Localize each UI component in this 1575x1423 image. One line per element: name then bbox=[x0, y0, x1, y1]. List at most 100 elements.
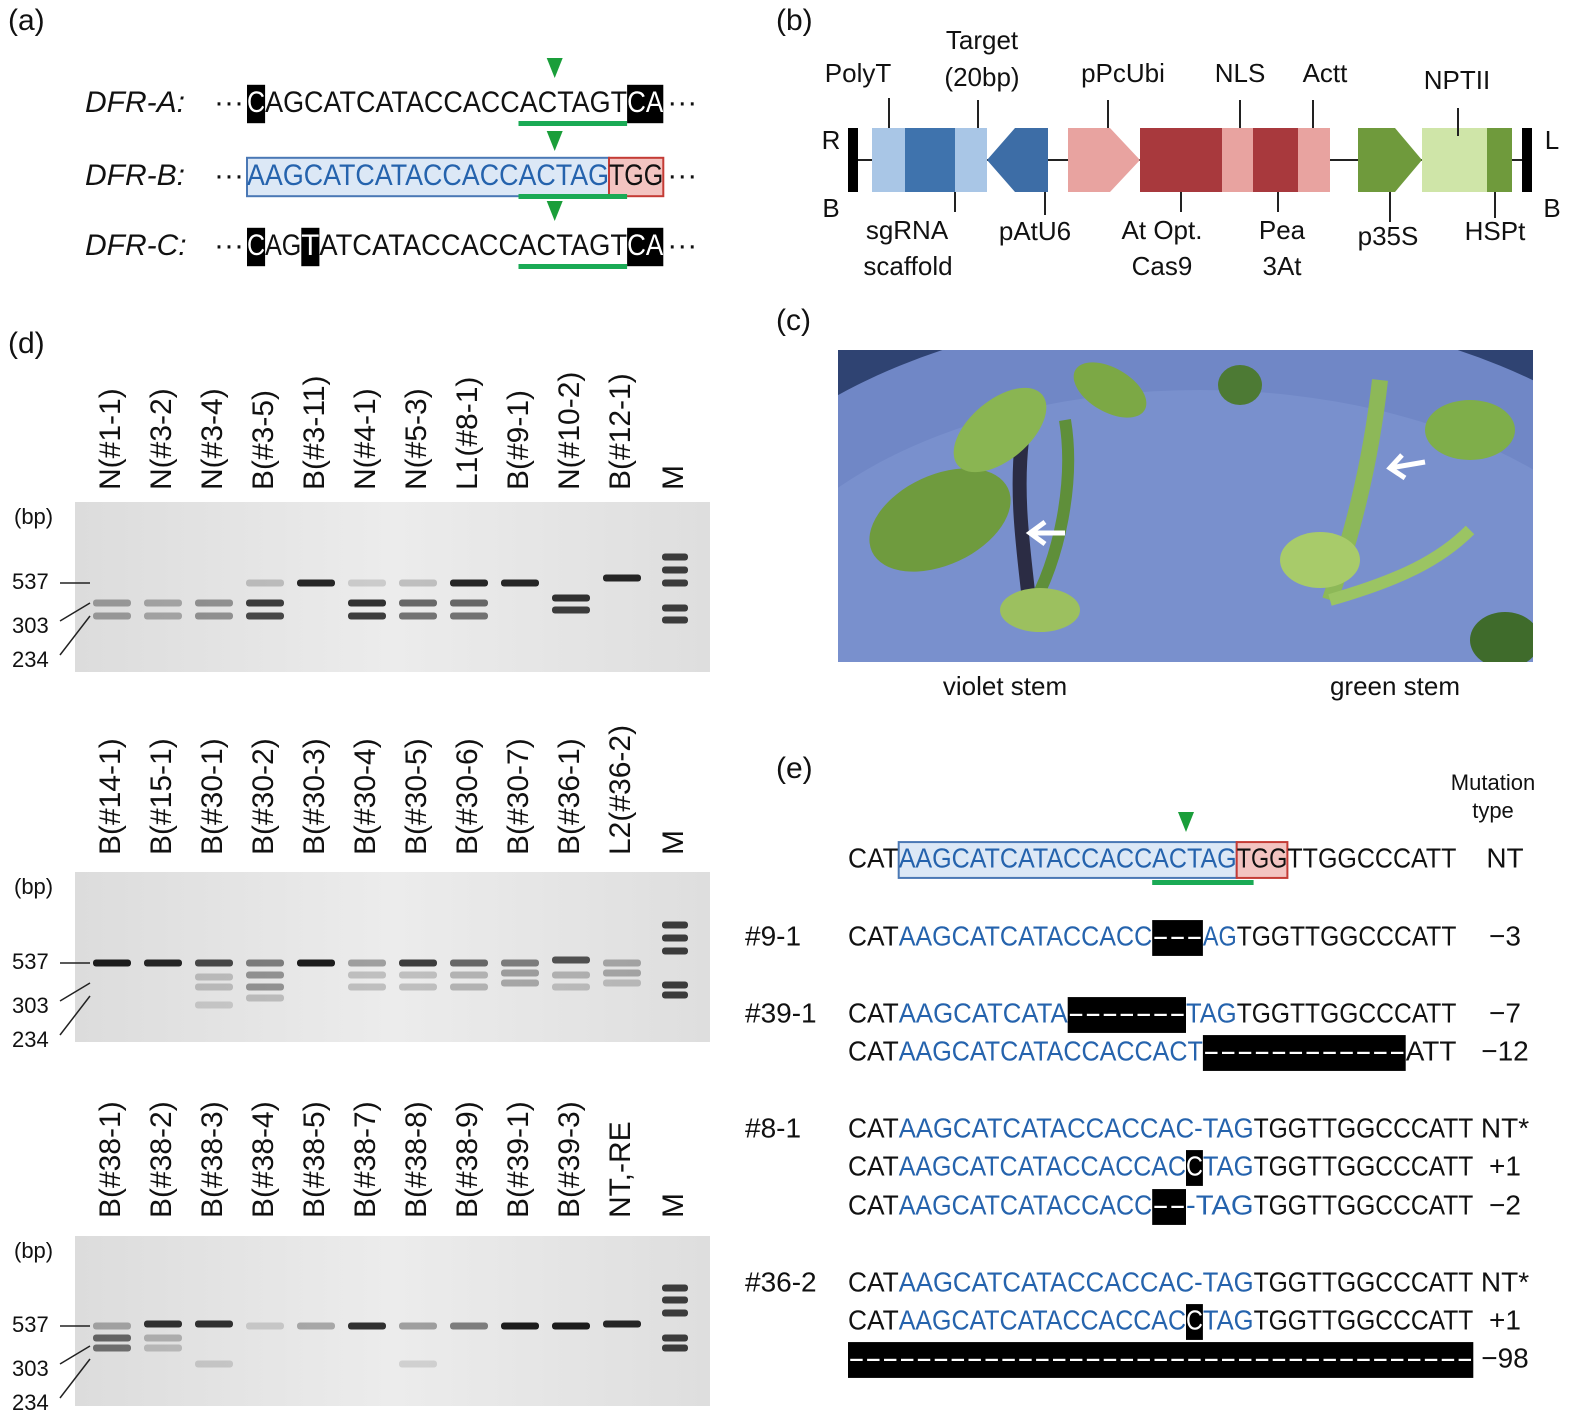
gel-band bbox=[93, 1322, 131, 1330]
gel-band bbox=[246, 983, 284, 991]
highlight-box bbox=[627, 227, 664, 267]
gel-band bbox=[246, 959, 284, 967]
lane-label: B(#38-1) bbox=[94, 1101, 127, 1218]
sequence-segment: ATT bbox=[1406, 1035, 1457, 1066]
lane-label: M bbox=[657, 830, 690, 855]
gel-band bbox=[552, 971, 590, 979]
sequence-segment: AAGCATCATACCACCACTAG bbox=[899, 842, 1237, 873]
element bbox=[987, 128, 1048, 192]
size-label: 537 bbox=[12, 1312, 49, 1337]
size-pointer bbox=[59, 602, 91, 622]
sequence-segment: TGGTTGGCCCATT bbox=[1254, 1150, 1474, 1181]
sample-name: #8-1 bbox=[745, 1112, 801, 1143]
gel-band bbox=[195, 983, 233, 991]
sequence-segment: AAGCATCATACCACC bbox=[899, 920, 1152, 951]
gel-band bbox=[662, 579, 688, 587]
gel-band bbox=[662, 921, 688, 929]
lane-label: B(#12-1) bbox=[604, 373, 637, 490]
lane-label: M bbox=[657, 1193, 690, 1218]
mutation-type: NT* bbox=[1481, 1112, 1529, 1143]
gel-band bbox=[662, 991, 688, 999]
lane-label: NT,-RE bbox=[604, 1121, 637, 1218]
sequence-segment: TAG bbox=[1203, 1304, 1254, 1335]
element bbox=[1140, 128, 1222, 192]
gel-band bbox=[246, 599, 284, 607]
gel-band bbox=[348, 612, 386, 620]
gel-band bbox=[662, 934, 688, 942]
sequence-segment: CAT bbox=[848, 1150, 899, 1181]
lane-label: B(#15-1) bbox=[145, 738, 178, 855]
sequence-segment: TGGTTGGCCCATT bbox=[1254, 1304, 1474, 1335]
panel-label: (e) bbox=[776, 752, 813, 785]
gel-band bbox=[662, 1284, 688, 1292]
construct-label: Target bbox=[946, 25, 1019, 55]
highlight-box bbox=[627, 84, 664, 124]
construct-label: pPcUbi bbox=[1081, 58, 1165, 88]
sequence-segment: CAT bbox=[848, 997, 899, 1028]
gel-band bbox=[501, 579, 539, 587]
gel-band bbox=[297, 959, 335, 967]
lane-label: B(#3-5) bbox=[247, 390, 280, 490]
sequence-segment: AGCATCATACCACCACTAGT bbox=[265, 86, 627, 119]
mutation-type: −12 bbox=[1481, 1035, 1529, 1066]
gene-name: DFR-A: bbox=[85, 86, 185, 119]
sequence-segment: CAT bbox=[848, 842, 899, 873]
gel-band bbox=[297, 1322, 335, 1330]
lane-label: B(#14-1) bbox=[94, 738, 127, 855]
lane-label: B(#38-5) bbox=[298, 1101, 331, 1218]
ellipsis: ··· bbox=[214, 229, 244, 262]
gel-band bbox=[399, 1322, 437, 1330]
construct-label: scaffold bbox=[863, 251, 952, 281]
sequence-segment: TGG bbox=[609, 159, 663, 192]
target-underline bbox=[518, 121, 628, 126]
sequence-segment: AAGCATCATACCACCACT bbox=[899, 1035, 1203, 1066]
target-underline bbox=[1152, 880, 1254, 885]
lane-label: M bbox=[657, 465, 690, 490]
ellipsis: ··· bbox=[667, 159, 697, 192]
target-underline bbox=[518, 264, 628, 269]
photo-caption: violet stem bbox=[943, 671, 1067, 701]
lane-label: B(#3-11) bbox=[298, 376, 331, 491]
cut-site-marker bbox=[1178, 812, 1194, 832]
gel-band bbox=[246, 1322, 284, 1330]
gene-name: DFR-B: bbox=[85, 159, 185, 192]
gel-band bbox=[195, 973, 233, 981]
border bbox=[848, 128, 858, 192]
size-pointer bbox=[59, 1358, 91, 1399]
highlight-box bbox=[247, 227, 266, 267]
sequence-segment: CA bbox=[627, 229, 663, 262]
sequence-segment: T bbox=[301, 229, 319, 262]
mutation-type: −7 bbox=[1489, 997, 1521, 1028]
lane-label: N(#4-1) bbox=[349, 388, 382, 490]
gel-band bbox=[348, 971, 386, 979]
cut-site-marker bbox=[546, 201, 563, 221]
gel-band bbox=[195, 1320, 233, 1328]
size-label: 537 bbox=[12, 569, 49, 594]
lane-label: B(#30-4) bbox=[349, 738, 382, 855]
mutation-type: NT bbox=[1486, 842, 1523, 873]
size-label: 303 bbox=[12, 613, 49, 638]
gel-band bbox=[450, 971, 488, 979]
gel-band bbox=[399, 599, 437, 607]
gel-band bbox=[144, 1344, 182, 1352]
gel-band bbox=[552, 983, 590, 991]
sequence-segment: --- bbox=[1152, 920, 1203, 951]
lane-label: B(#39-3) bbox=[553, 1101, 586, 1218]
lane-label: B(#38-9) bbox=[451, 1101, 484, 1218]
sequence-segment: CAT bbox=[848, 1112, 899, 1143]
construct-label: p35S bbox=[1358, 221, 1419, 251]
gel-band bbox=[144, 959, 182, 967]
construct-label: B bbox=[822, 193, 839, 223]
gel-band bbox=[662, 604, 688, 612]
mutation-type: +1 bbox=[1489, 1304, 1521, 1335]
sequence-segment: -- bbox=[1152, 1189, 1186, 1220]
gel-band bbox=[399, 959, 437, 967]
mutation-type: −2 bbox=[1489, 1189, 1521, 1220]
highlight-box bbox=[301, 227, 320, 267]
lane-label: B(#30-5) bbox=[400, 738, 433, 855]
lane-label: B(#38-8) bbox=[400, 1101, 433, 1218]
gel-band bbox=[552, 956, 590, 964]
gel-band bbox=[399, 971, 437, 979]
gel-band bbox=[450, 983, 488, 991]
gel-band bbox=[348, 1322, 386, 1330]
